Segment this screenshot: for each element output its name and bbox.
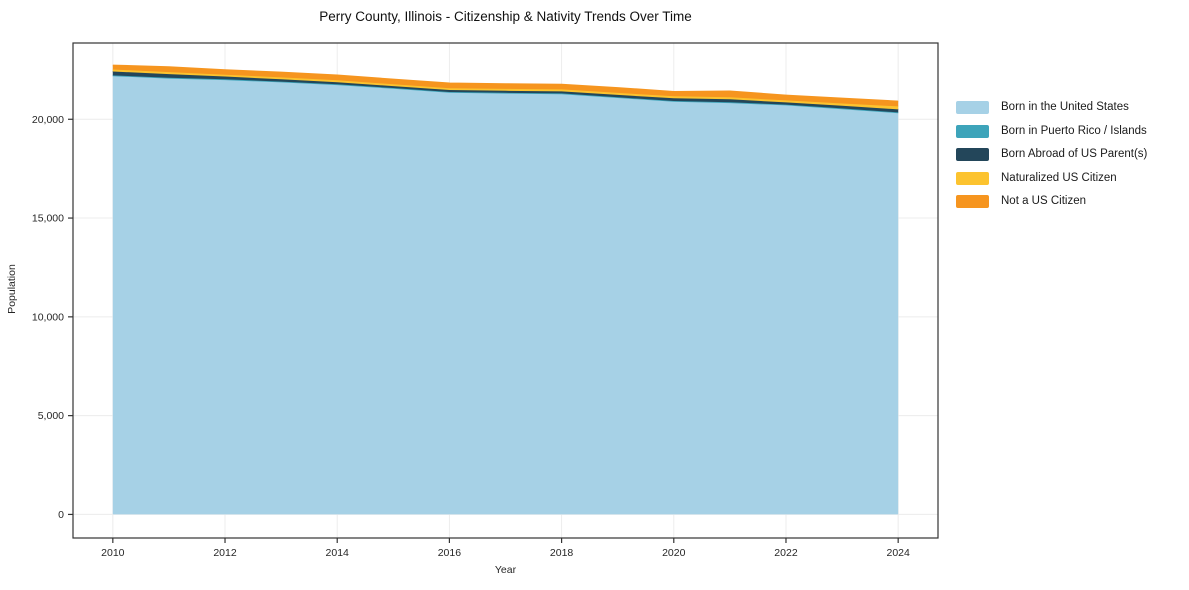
legend-item-naturalized: Naturalized US Citizen bbox=[956, 171, 1147, 185]
x-tick-label: 2012 bbox=[213, 547, 237, 559]
legend-label: Naturalized US Citizen bbox=[1001, 171, 1117, 184]
tick-labels: 0 5,000 10,000 15,000 20,000 2010 2012 2014 2016… bbox=[32, 114, 910, 559]
legend-item-born-abroad: Born Abroad of US Parent(s) bbox=[956, 148, 1147, 161]
x-axis-title: Year bbox=[494, 564, 517, 576]
chart-title: Perry County, Illinois - Citizenship & N… bbox=[319, 9, 692, 24]
x-tick-label: 2018 bbox=[550, 547, 574, 559]
axes-frame bbox=[68, 42, 939, 543]
legend-label: Born Abroad of US Parent(s) bbox=[1001, 148, 1148, 160]
x-tick-label: 2020 bbox=[662, 547, 686, 559]
area-series bbox=[112, 64, 899, 515]
legend-label: Born in the United States bbox=[1001, 101, 1129, 113]
y-tick-label: 20,000 bbox=[32, 114, 64, 126]
x-tick-label: 2022 bbox=[774, 547, 798, 559]
legend-item-born-pr: Born in Puerto Rico / Islands bbox=[956, 124, 1147, 138]
legend-label: Born in Puerto Rico / Islands bbox=[1001, 124, 1147, 137]
x-tick-label: 2014 bbox=[326, 547, 350, 559]
legend-swatch-naturalized bbox=[956, 171, 989, 185]
legend-swatch-born-abroad bbox=[956, 148, 989, 161]
legend-item-not-citizen: Not a US Citizen bbox=[956, 195, 1147, 208]
legend-swatch-born-us bbox=[956, 101, 989, 114]
legend: Born in the United States Born in Puerto… bbox=[956, 101, 1147, 219]
y-tick-label: 5,000 bbox=[38, 410, 64, 422]
legend-label: Not a US Citizen bbox=[1001, 195, 1087, 207]
legend-swatch-not-citizen bbox=[956, 195, 989, 208]
y-tick-label: 15,000 bbox=[32, 213, 64, 225]
x-tick-label: 2016 bbox=[438, 547, 462, 559]
legend-swatch-born-pr bbox=[956, 124, 989, 138]
x-tick-label: 2024 bbox=[886, 547, 910, 559]
legend-item-born-us: Born in the United States bbox=[956, 101, 1147, 114]
y-tick-label: 10,000 bbox=[32, 311, 64, 323]
y-tick-label: 0 bbox=[58, 509, 64, 521]
x-tick-label: 2010 bbox=[101, 547, 125, 559]
